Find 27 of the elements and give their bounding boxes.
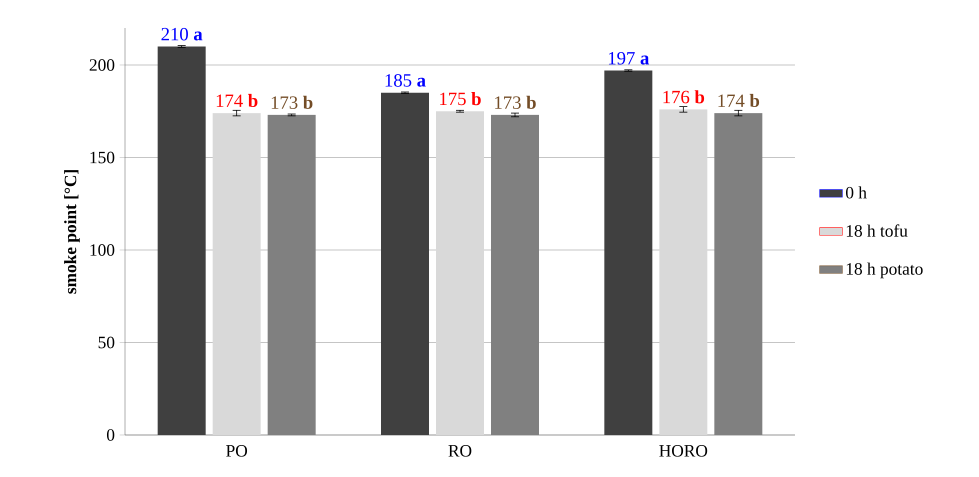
bar: [659, 109, 708, 435]
y-tick-label: 50: [98, 336, 114, 348]
bar: [212, 113, 261, 435]
bar: [436, 111, 484, 435]
legend-label: 0 h: [846, 186, 867, 199]
x-tick-label: PO: [226, 445, 248, 457]
data-label: 174 b: [216, 94, 258, 108]
x-tick-label: HORO: [659, 445, 708, 457]
legend-label: 18 h tofu: [846, 224, 908, 237]
y-tick-label: 0: [106, 429, 114, 441]
y-tick-label: 100: [90, 244, 114, 256]
data-label: 210 a: [161, 28, 202, 40]
bar: [604, 70, 652, 435]
data-label: 174 b: [718, 94, 760, 108]
y-axis-title: smoke point [°C]: [64, 170, 80, 294]
data-label: 197 a: [608, 52, 650, 65]
data-label: 185 a: [386, 74, 426, 87]
x-tick-label: RO: [448, 445, 472, 457]
data-label: 173 b: [495, 96, 536, 109]
bar: [158, 46, 206, 435]
y-tick-label: 200: [90, 59, 114, 71]
data-label: 173 b: [272, 96, 312, 109]
legend-label: 18 h potato: [846, 262, 923, 278]
y-tick-label: 150: [90, 152, 114, 164]
data-label: 175 b: [440, 92, 481, 106]
data-label: 176 b: [663, 90, 704, 104]
bar: [381, 92, 430, 435]
